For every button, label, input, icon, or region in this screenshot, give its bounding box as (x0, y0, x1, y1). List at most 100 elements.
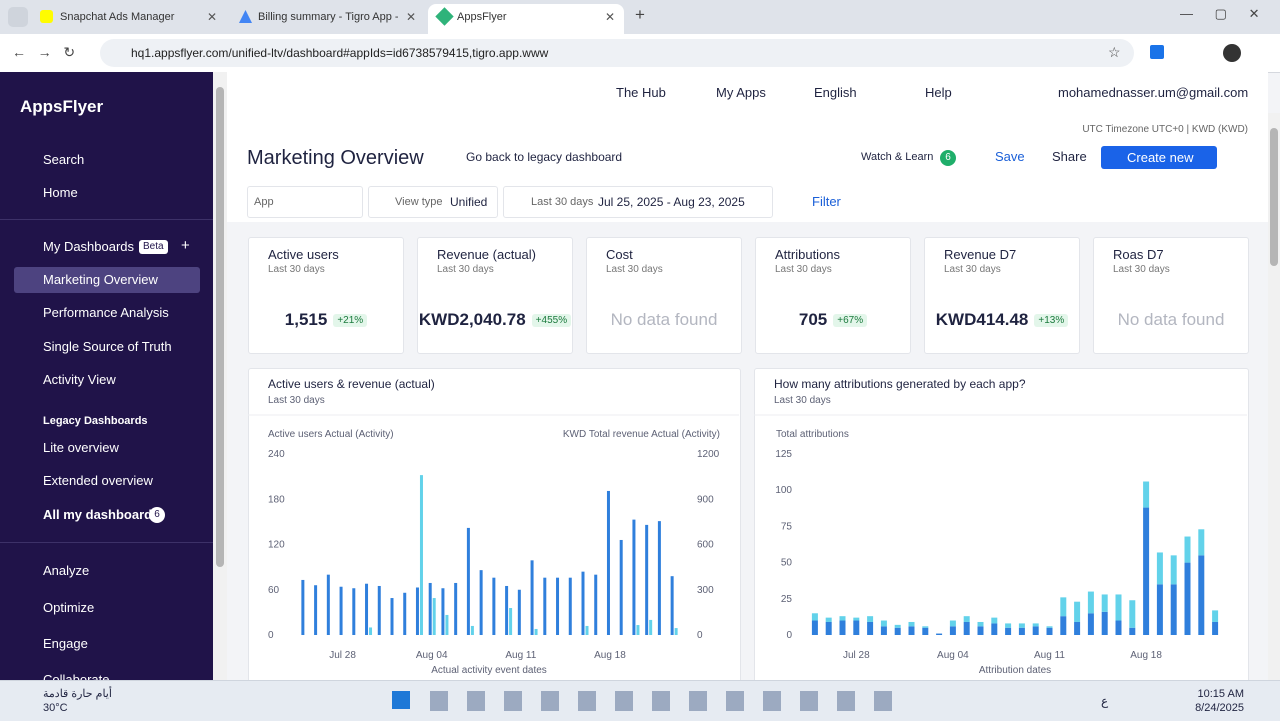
kpi-card[interactable]: Roas D7 Last 30 days No data found (1093, 237, 1249, 354)
bar (657, 521, 661, 635)
extension[interactable] (1150, 45, 1164, 59)
bar (556, 577, 560, 635)
create-button[interactable] (1101, 146, 1217, 169)
top-link[interactable]: The Hub (616, 85, 666, 100)
bar-segment (853, 620, 860, 635)
tab-search[interactable] (8, 7, 28, 27)
bar-segment (908, 621, 915, 627)
y2-tick-label: 600 (697, 540, 714, 551)
tab-icon (40, 10, 53, 23)
add-dashboard[interactable]: + (181, 237, 190, 254)
start-button[interactable] (392, 691, 410, 709)
y-tick-label: 120 (268, 540, 285, 551)
weather-text: أيام حارة قادمة (43, 688, 112, 700)
bar (594, 574, 598, 635)
tab[interactable]: Billing summary - Tigro App - G (258, 11, 398, 23)
nav-item[interactable]: Marketing Overview (43, 272, 158, 287)
url-field[interactable] (100, 39, 1134, 67)
nav-item[interactable]: Engage (43, 636, 88, 651)
bar-segment (936, 633, 943, 635)
filter-label: Last 30 days (531, 196, 594, 208)
top-link[interactable]: English (814, 85, 857, 100)
tab-close[interactable]: ✕ (605, 10, 616, 24)
bar (530, 560, 534, 635)
window-controls[interactable]: — ▢ ✕ (1180, 6, 1260, 21)
scroll-thumb[interactable] (1270, 128, 1278, 266)
bar (479, 570, 483, 635)
kpi-title: Revenue (actual) (437, 247, 536, 262)
language[interactable]: ع (1101, 694, 1109, 708)
kpi-card[interactable]: Revenue D7 Last 30 days KWD414.48 +13% (924, 237, 1080, 354)
nav-item[interactable]: My Dashboards (43, 239, 135, 254)
logo[interactable]: AppsFlyer (20, 97, 104, 116)
legacy-link[interactable]: Go back to legacy dashboard (466, 150, 623, 164)
nav-item[interactable]: Activity View (43, 372, 116, 387)
tab[interactable]: AppsFlyer (457, 11, 507, 23)
kpi-value: 705 (798, 310, 828, 329)
app-filter[interactable] (247, 186, 363, 218)
nav-item[interactable]: Search (43, 152, 85, 167)
kpi-card[interactable]: Cost Last 30 days No data found (586, 237, 742, 354)
bar (585, 625, 589, 635)
bar-segment (991, 617, 998, 624)
view-filter[interactable] (368, 186, 498, 218)
url[interactable]: hq1.appsflyer.com/unified-ltv/dashboard#… (131, 46, 549, 60)
bar-segment (1198, 555, 1205, 635)
nav-buttons[interactable]: ← → ↻ (12, 44, 76, 60)
create-label[interactable]: Create new (1127, 150, 1194, 165)
new-tab[interactable]: + (635, 5, 645, 24)
bar (445, 614, 449, 635)
clock-time: 10:15 AM (1197, 688, 1244, 700)
profile[interactable] (1223, 44, 1241, 62)
nav-item[interactable]: Home (43, 185, 78, 200)
save-button[interactable]: Save (995, 149, 1025, 164)
kpi-value: No data found (610, 310, 718, 329)
nav-item[interactable]: Single Source of Truth (43, 339, 172, 354)
bar-segment (1156, 552, 1163, 585)
bar-segment (1212, 610, 1219, 622)
bar-segment (991, 623, 998, 635)
bar (365, 583, 369, 635)
watch-learn[interactable]: Watch & Learn (861, 151, 934, 163)
nav-item[interactable]: Extended overview (43, 473, 153, 488)
bar-segment (1212, 621, 1219, 635)
top-link[interactable]: My Apps (716, 85, 766, 100)
bar-segment (963, 616, 970, 622)
bar-segment (853, 617, 860, 621)
nav-item[interactable]: All my dashboards (43, 507, 160, 522)
y-tick-label: 240 (268, 449, 285, 460)
kpi-card[interactable]: Attributions Last 30 days 705 +67% (755, 237, 911, 354)
filter-label: App (254, 196, 274, 208)
chart-subtitle: Last 30 days (774, 395, 831, 406)
kpi-card[interactable]: Active users Last 30 days 1,515 +21% (248, 237, 404, 354)
active-tab[interactable] (428, 4, 624, 34)
taskbar-apps[interactable] (430, 691, 900, 711)
kpi-value-row: 705 +67% (756, 310, 910, 331)
bar (352, 588, 356, 635)
y2-tick-label: 0 (697, 630, 703, 641)
nav-item[interactable]: Performance Analysis (43, 305, 169, 320)
nav-item[interactable]: Lite overview (43, 440, 119, 455)
tab[interactable]: Snapchat Ads Manager (60, 11, 175, 23)
add-filter[interactable]: Filter (812, 194, 841, 209)
kpi-change: +67% (833, 314, 868, 327)
kpi-card[interactable]: Revenue (actual) Last 30 days KWD2,040.78 +… (417, 237, 573, 354)
page-title: Marketing Overview (247, 147, 424, 169)
user-email[interactable]: mohamednasser.um@gmail.com (1058, 85, 1249, 100)
date-filter[interactable] (503, 186, 773, 218)
tab-close[interactable]: ✕ (406, 10, 417, 24)
bar (432, 598, 436, 635)
share-button[interactable]: Share (1052, 149, 1087, 164)
nav-item[interactable]: Optimize (43, 600, 95, 615)
chart-subtitle: Last 30 days (268, 395, 325, 406)
tab-close[interactable]: ✕ (207, 10, 218, 24)
x-tick-label: Aug 04 (937, 650, 969, 661)
bar-segment (1170, 555, 1177, 585)
nav-item[interactable]: Analyze (43, 563, 90, 578)
bookmark[interactable]: ☆ (1108, 44, 1121, 60)
top-link[interactable]: Help (925, 85, 952, 100)
clock-date: 8/24/2025 (1195, 702, 1244, 714)
scroll-thumb[interactable] (216, 87, 224, 567)
bar-segment (1129, 627, 1136, 635)
bar-segment (1005, 623, 1012, 628)
